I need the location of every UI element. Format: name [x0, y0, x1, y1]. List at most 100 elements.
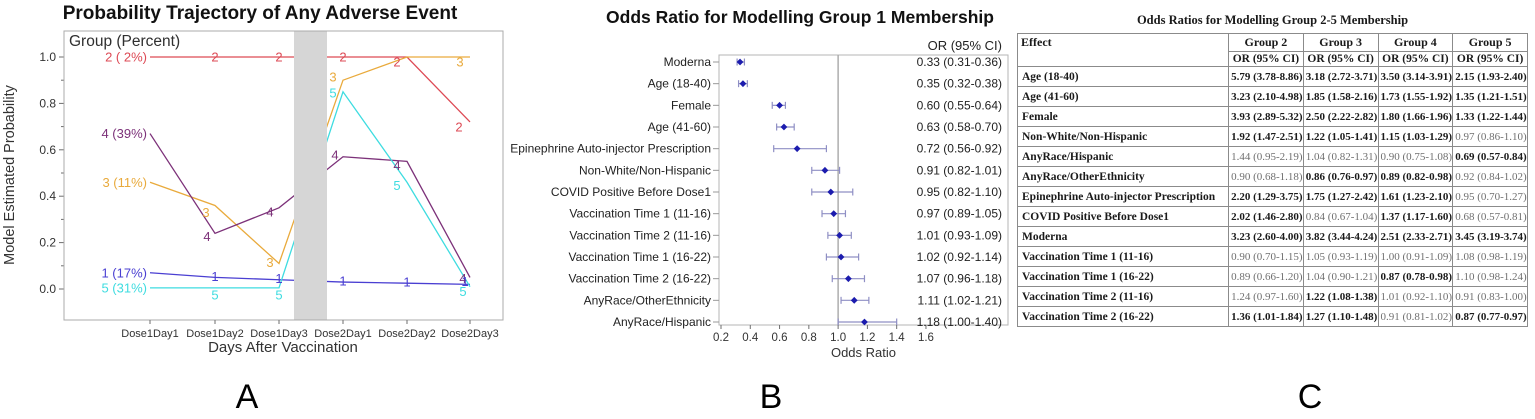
table-row: Moderna 3.23 (2.60-4.00) 3.82 (3.44-4.24) 2… [1016, 226, 1528, 247]
or-marker [837, 253, 845, 261]
or-value-cell: 3.82 (3.44-4.24) [1302, 226, 1379, 247]
effect-cell: Age (41-60) [1016, 86, 1230, 107]
y-axis-title: Model Estimated Probability [2, 84, 18, 264]
or-marker [821, 166, 829, 174]
point-label-group-4: 4 [266, 204, 273, 219]
row-label: AnyRace/OtherEthnicity [584, 293, 711, 307]
row-label: Moderna [664, 55, 712, 69]
or-value-cell: 1.73 (1.55-1.92) [1377, 86, 1454, 107]
x-axis-tick-label: Dose2Day2 [378, 328, 435, 340]
or-value-cell: 1.08 (0.98-1.19) [1452, 246, 1528, 267]
effect-cell: COVID Positive Before Dose1 [1016, 206, 1230, 227]
effect-cell: AnyRace/Hispanic [1016, 146, 1230, 167]
panel-c-caption: C [1297, 378, 1323, 416]
forest-plot-svg: OR (95% CI) Moderna 0.33 (0.31-0.36) Age (1… [510, 38, 1009, 360]
or-value-cell: 0.87 (0.78-0.98) [1377, 266, 1454, 287]
or-value-cell: 5.79 (3.78-8.86) [1228, 66, 1304, 87]
table-row: Vaccination Time 2 (16-22) 1.36 (1.01-1.8… [1016, 306, 1528, 327]
or-value-cell: 1.24 (0.97-1.60) [1228, 286, 1304, 307]
table-row: AnyRace/OtherEthnicity 0.90 (0.68-1.18) 0.… [1016, 166, 1528, 187]
table-row: Vaccination Time 1 (11-16) 0.90 (0.70-1.1… [1016, 246, 1528, 267]
x-axis-tick-label: 0.2 [713, 332, 729, 344]
table-row: AnyRace/Hispanic 1.44 (0.95-2.19) 1.04 (0.… [1016, 146, 1528, 167]
or-value-cell: 3.23 (2.10-4.98) [1228, 86, 1304, 107]
or-table-title: Odds Ratios for Modelling Group 2-5 Memb… [1136, 13, 1409, 27]
effect-cell: Vaccination Time 1 (11-16) [1016, 246, 1230, 267]
y-axis-tick-label: 1.0 [39, 50, 56, 64]
or-value-cell: 2.15 (1.93-2.40) [1452, 66, 1528, 87]
y-axis-tick-label: 0.4 [39, 189, 56, 203]
or-marker [850, 296, 858, 304]
y-axis-tick-label: 0.2 [39, 236, 56, 250]
or-value-cell: 2.20 (1.29-3.75) [1228, 186, 1304, 207]
x-axis-tick-label: 1.2 [859, 332, 875, 344]
point-label-group-2: 2 [275, 50, 282, 65]
series-start-label-group-5: 5 (31%) [101, 280, 147, 295]
effect-cell: Epinephrine Auto-injector Prescription [1016, 186, 1230, 207]
or-marker [844, 275, 852, 283]
row-label: Female [671, 98, 711, 112]
point-label-group-3: 3 [202, 205, 209, 220]
col-subheader-or-5: OR (95% CI) [1452, 51, 1528, 67]
point-label-group-2: 2 [393, 55, 400, 70]
or-value-cell: 0.89 (0.82-0.98) [1377, 166, 1454, 187]
or-value-cell: 3.50 (3.14-3.91) [1377, 66, 1454, 87]
x-axis-tick-label: 1.4 [889, 332, 906, 344]
or-value-cell: 1.37 (1.17-1.60) [1377, 206, 1454, 227]
point-label-group-1: 1 [339, 274, 346, 289]
or-marker [793, 145, 801, 153]
col-header-group-3: Group 3 [1302, 33, 1379, 52]
or-value-label: 0.33 (0.31-0.36) [917, 55, 1002, 69]
or-value-label: 0.95 (0.82-1.10) [917, 185, 1002, 199]
or-value-cell: 1.04 (0.82-1.31) [1302, 146, 1379, 167]
or-marker [836, 231, 843, 239]
x-axis-title: Odds Ratio [831, 345, 896, 360]
or-column-header: OR (95% CI) [928, 38, 1002, 53]
or-value-cell: 0.69 (0.57-0.84) [1452, 146, 1528, 167]
effect-cell: Vaccination Time 2 (16-22) [1016, 306, 1230, 327]
or-table-body: Age (18-40) 5.79 (3.78-8.86) 3.18 (2.72-3.… [1016, 66, 1528, 327]
x-axis-tick-label: 0.6 [772, 332, 788, 344]
or-value-cell: 1.22 (1.08-1.38) [1302, 286, 1379, 307]
forest-plot-title: Odds Ratio for Modelling Group 1 Members… [606, 7, 994, 27]
or-value-label: 0.91 (0.82-1.01) [917, 163, 1002, 177]
or-value-cell: 0.84 (0.67-1.04) [1302, 206, 1379, 227]
trajectory-chart-svg: 0.0 0.2 0.4 0.6 0.8 1.0 Dose1Day1 Dose1Day2 Dose… [2, 30, 504, 356]
or-value-cell: 1.36 (1.01-1.84) [1228, 306, 1304, 327]
or-value-cell: 1.80 (1.66-1.96) [1377, 106, 1454, 127]
or-value-label: 0.63 (0.58-0.70) [917, 120, 1002, 134]
x-axis-tick-label: 0.8 [801, 332, 817, 344]
or-value-label: 0.72 (0.56-0.92) [917, 142, 1002, 156]
or-value-cell: 0.90 (0.75-1.08) [1377, 146, 1454, 167]
x-axis-tick-label: 0.4 [742, 332, 759, 344]
x-axis-title: Days After Vaccination [208, 339, 358, 356]
or-value-cell: 3.93 (2.89-5.32) [1228, 106, 1304, 127]
point-label-group-5: 5 [329, 85, 336, 100]
point-label-group-3: 3 [456, 55, 463, 70]
panel-b-caption: B [759, 378, 783, 416]
point-label-group-1: 1 [461, 274, 468, 289]
or-value-cell: 1.05 (0.93-1.19) [1302, 246, 1379, 267]
or-value-cell: 1.92 (1.47-2.51) [1228, 126, 1304, 147]
header-row-groups: Effect Group 2 Group 3 Group 4 Group 5 [1016, 33, 1528, 67]
point-label-group-2: 2 [339, 50, 346, 65]
point-label-group-4: 4 [331, 147, 338, 162]
or-value-cell: 1.10 (0.98-1.24) [1452, 266, 1528, 287]
row-label: Non-White/Non-Hispanic [579, 163, 711, 177]
or-value-cell: 1.35 (1.21-1.51) [1452, 86, 1528, 107]
or-value-cell: 1.15 (1.03-1.29) [1377, 126, 1454, 147]
point-label-group-4: 4 [393, 158, 400, 173]
effect-cell: Moderna [1016, 226, 1230, 247]
or-value-label: 1.11 (1.02-1.21) [918, 293, 1003, 307]
x-axis-tick-label: Dose2Day1 [314, 328, 371, 340]
or-value-cell: 1.22 (1.05-1.41) [1302, 126, 1379, 147]
col-header-group-5: Group 5 [1452, 33, 1528, 52]
or-table-header: Effect Group 2 Group 3 Group 4 Group 5 OR (95… [1016, 33, 1528, 67]
or-value-cell: 0.86 (0.76-0.97) [1302, 166, 1379, 187]
y-axis-tick-label: 0.8 [39, 96, 56, 110]
table-row: Age (18-40) 5.79 (3.78-8.86) 3.18 (2.72-3.… [1016, 66, 1528, 87]
trajectory-chart-title: Probability Trajectory of Any Adverse Ev… [62, 3, 458, 24]
legend-title: Group (Percent) [69, 33, 180, 50]
table-row: Non-White/Non-Hispanic 1.92 (1.47-2.51) 1.… [1016, 126, 1528, 147]
